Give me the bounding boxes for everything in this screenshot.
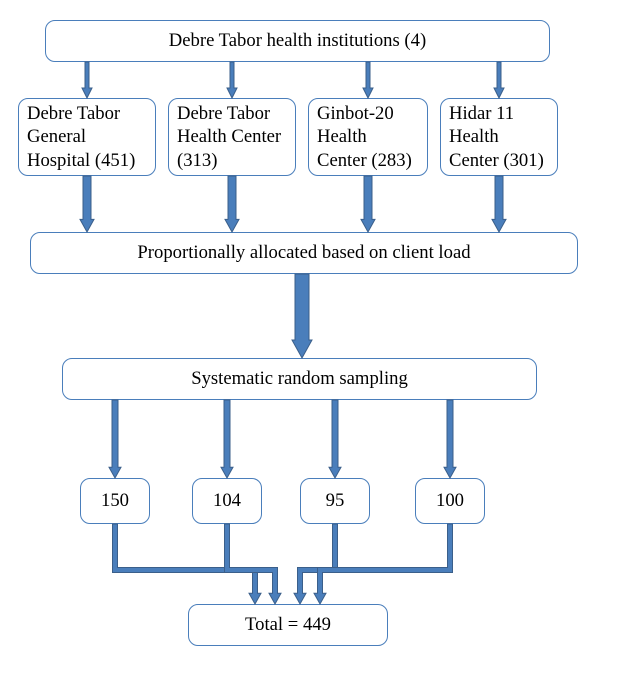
node-total: Total = 449 xyxy=(188,604,388,646)
node-sampling: Systematic random sampling xyxy=(62,358,537,400)
node-inst3: Ginbot-20 Health Center (283) xyxy=(308,98,428,176)
node-inst1: Debre Tabor General Hospital (451) xyxy=(18,98,156,176)
node-prop: Proportionally allocated based on client… xyxy=(30,232,578,274)
arrow-n4-to-total xyxy=(314,524,453,604)
node-root: Debre Tabor health institutions (4) xyxy=(45,20,550,62)
arrow-n3-to-total xyxy=(294,524,338,604)
arrow-root-to-inst2 xyxy=(227,62,237,98)
arrow-inst2-to-prop xyxy=(225,176,239,232)
arrow-n2-to-total xyxy=(225,524,282,604)
node-inst4: Hidar 11 Health Center (301) xyxy=(440,98,558,176)
node-n4: 100 xyxy=(415,478,485,524)
arrow-sampling-to-n3 xyxy=(329,400,341,478)
arrow-inst4-to-prop xyxy=(492,176,506,232)
node-inst2: Debre Tabor Health Center (313) xyxy=(168,98,296,176)
arrow-root-to-inst3 xyxy=(363,62,373,98)
node-n2: 104 xyxy=(192,478,262,524)
arrow-root-to-inst1 xyxy=(82,62,92,98)
arrow-root-to-inst4 xyxy=(494,62,504,98)
arrow-n1-to-total xyxy=(113,524,262,604)
arrow-inst1-to-prop xyxy=(80,176,94,232)
arrow-sampling-to-n1 xyxy=(109,400,121,478)
arrow-inst3-to-prop xyxy=(361,176,375,232)
arrow-sampling-to-n4 xyxy=(444,400,456,478)
node-n1: 150 xyxy=(80,478,150,524)
arrow-sampling-to-n2 xyxy=(221,400,233,478)
node-n3: 95 xyxy=(300,478,370,524)
arrow-prop-to-sampling xyxy=(292,274,312,358)
